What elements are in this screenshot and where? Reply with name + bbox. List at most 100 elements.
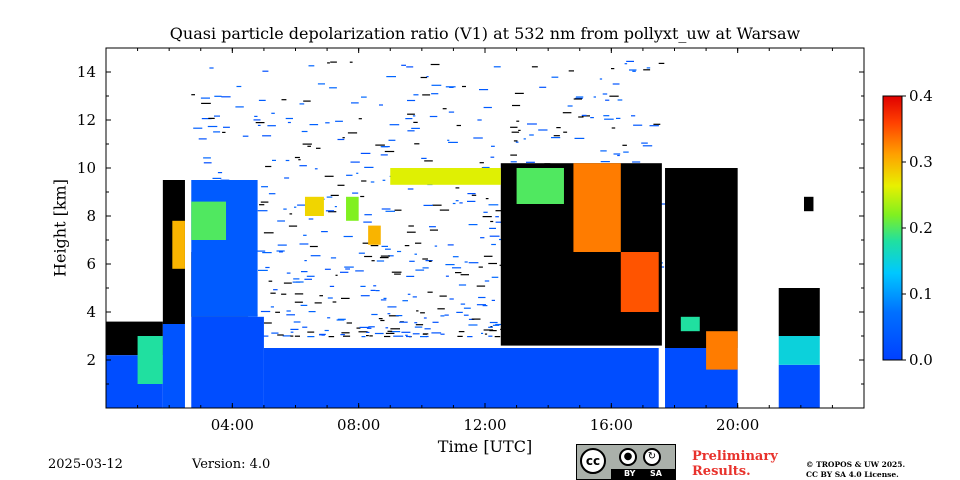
speckle-mark (538, 129, 548, 131)
colorbar-ticks: 0.0 0.1 0.2 0.3 0.4 (902, 87, 933, 369)
speckle-mark (387, 306, 397, 308)
speckle-mark (526, 161, 535, 163)
speckle-mark (611, 68, 615, 70)
speckle-mark (488, 204, 499, 206)
speckle-mark (321, 231, 328, 233)
speckle-mark (401, 64, 406, 66)
speckle-mark (380, 255, 390, 257)
speckle-mark (578, 116, 584, 118)
speckle-mark (495, 221, 504, 223)
speckle-mark (383, 297, 387, 299)
speckle-mark (422, 267, 429, 269)
speckle-mark (328, 211, 337, 213)
speckle-mark (593, 96, 596, 98)
speckle-mark (442, 108, 447, 110)
speckle-mark (259, 204, 265, 206)
speckle-mark (363, 221, 372, 223)
speckle-mark (412, 115, 416, 117)
speckle-mark (447, 244, 454, 246)
speckle-mark (324, 329, 329, 332)
speckle-mark (281, 293, 287, 295)
speckle-mark (458, 331, 465, 333)
speckle-mark (271, 112, 275, 114)
depol-region-3 (172, 220, 185, 269)
speckle-mark (275, 311, 280, 313)
depol-region-13 (573, 163, 621, 252)
speckle-mark (416, 310, 419, 312)
speckle-mark (358, 331, 368, 333)
speckle-mark (488, 326, 493, 328)
speckle-mark (330, 257, 337, 259)
speckle-mark (658, 62, 665, 64)
speckle-mark (261, 186, 268, 188)
date-label: 2025-03-12 (48, 457, 123, 472)
speckle-mark (440, 333, 445, 335)
speckle-mark (394, 209, 402, 211)
speckle-mark (360, 152, 371, 154)
speckle-mark (600, 161, 610, 163)
speckle-mark (415, 269, 425, 271)
speckle-mark (286, 314, 295, 316)
speckle-mark (325, 122, 330, 124)
speckle-mark (290, 335, 294, 337)
speckle-mark (263, 322, 272, 324)
speckle-mark (217, 172, 223, 174)
speckle-mark (407, 188, 414, 190)
speckle-mark (430, 63, 440, 66)
speckle-mark (296, 281, 304, 283)
speckle-mark (407, 130, 415, 132)
speckle-mark (351, 102, 359, 104)
speckle-mark (414, 143, 420, 145)
speckle-mark (366, 327, 372, 329)
speckle-mark (485, 198, 489, 200)
plot-area (106, 60, 820, 408)
speckle-mark (358, 252, 365, 254)
speckle-mark (293, 321, 301, 323)
no-signal-region-5 (778, 288, 820, 336)
speckle-mark (611, 127, 616, 129)
speckle-mark (350, 161, 360, 163)
speckle-mark (414, 322, 418, 324)
speckle-mark (242, 135, 249, 137)
speckle-mark (276, 250, 285, 252)
colorbar-tick-label: 0.4 (909, 87, 933, 105)
speckle-mark (623, 151, 629, 153)
speckle-mark (616, 117, 621, 119)
speckle-mark (294, 293, 304, 295)
speckle-mark (613, 153, 621, 155)
speckle-mark (422, 94, 431, 96)
colorbar-tick-label: 0.2 (909, 219, 933, 237)
speckle-mark (284, 177, 290, 179)
speckle-mark (405, 334, 408, 336)
speckle-mark (445, 275, 449, 277)
speckle-mark (617, 99, 623, 101)
speckle-mark (265, 165, 272, 168)
speckle-mark (512, 104, 521, 107)
speckle-mark (376, 260, 385, 262)
speckle-mark (263, 232, 274, 234)
speckle-mark (471, 194, 477, 196)
speckle-mark (337, 184, 345, 186)
speckle-mark (491, 276, 499, 278)
speckle-mark (209, 67, 214, 69)
speckle-mark (321, 334, 325, 336)
speckle-mark (434, 245, 438, 247)
depol-region-16 (680, 316, 700, 332)
speckle-mark (299, 165, 307, 167)
x-tick-label: 16:00 (590, 416, 633, 434)
speckle-mark (358, 118, 362, 120)
speckle-mark (303, 100, 311, 102)
speckle-mark (575, 96, 584, 98)
x-tick-label: 08:00 (337, 416, 380, 434)
speckle-mark (287, 121, 291, 124)
speckle-mark (429, 229, 438, 231)
speckle-mark (355, 270, 364, 272)
speckle-mark (388, 315, 399, 317)
speckle-mark (527, 123, 537, 125)
speckle-mark (604, 118, 614, 120)
speckle-mark (511, 131, 520, 133)
speckle-mark (478, 296, 486, 299)
preliminary-line2: Results. (692, 464, 751, 479)
speckle-mark (428, 260, 432, 262)
speckle-mark (464, 261, 468, 263)
